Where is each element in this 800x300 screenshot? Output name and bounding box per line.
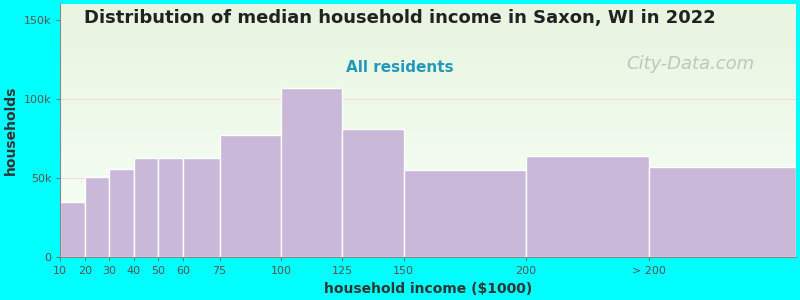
Bar bbox=[526, 156, 649, 257]
Text: All residents: All residents bbox=[346, 60, 454, 75]
Bar bbox=[403, 170, 526, 257]
Bar bbox=[60, 202, 85, 257]
Y-axis label: households: households bbox=[4, 86, 18, 176]
Bar bbox=[85, 177, 110, 257]
Bar bbox=[134, 158, 158, 257]
Text: City-Data.com: City-Data.com bbox=[626, 55, 754, 73]
Bar bbox=[110, 169, 134, 257]
Bar bbox=[158, 158, 183, 257]
Bar bbox=[220, 136, 281, 257]
Text: Distribution of median household income in Saxon, WI in 2022: Distribution of median household income … bbox=[84, 9, 716, 27]
Bar bbox=[649, 167, 796, 257]
Bar bbox=[281, 88, 342, 257]
Bar bbox=[183, 158, 220, 257]
Bar bbox=[342, 129, 403, 257]
X-axis label: household income ($1000): household income ($1000) bbox=[324, 282, 532, 296]
